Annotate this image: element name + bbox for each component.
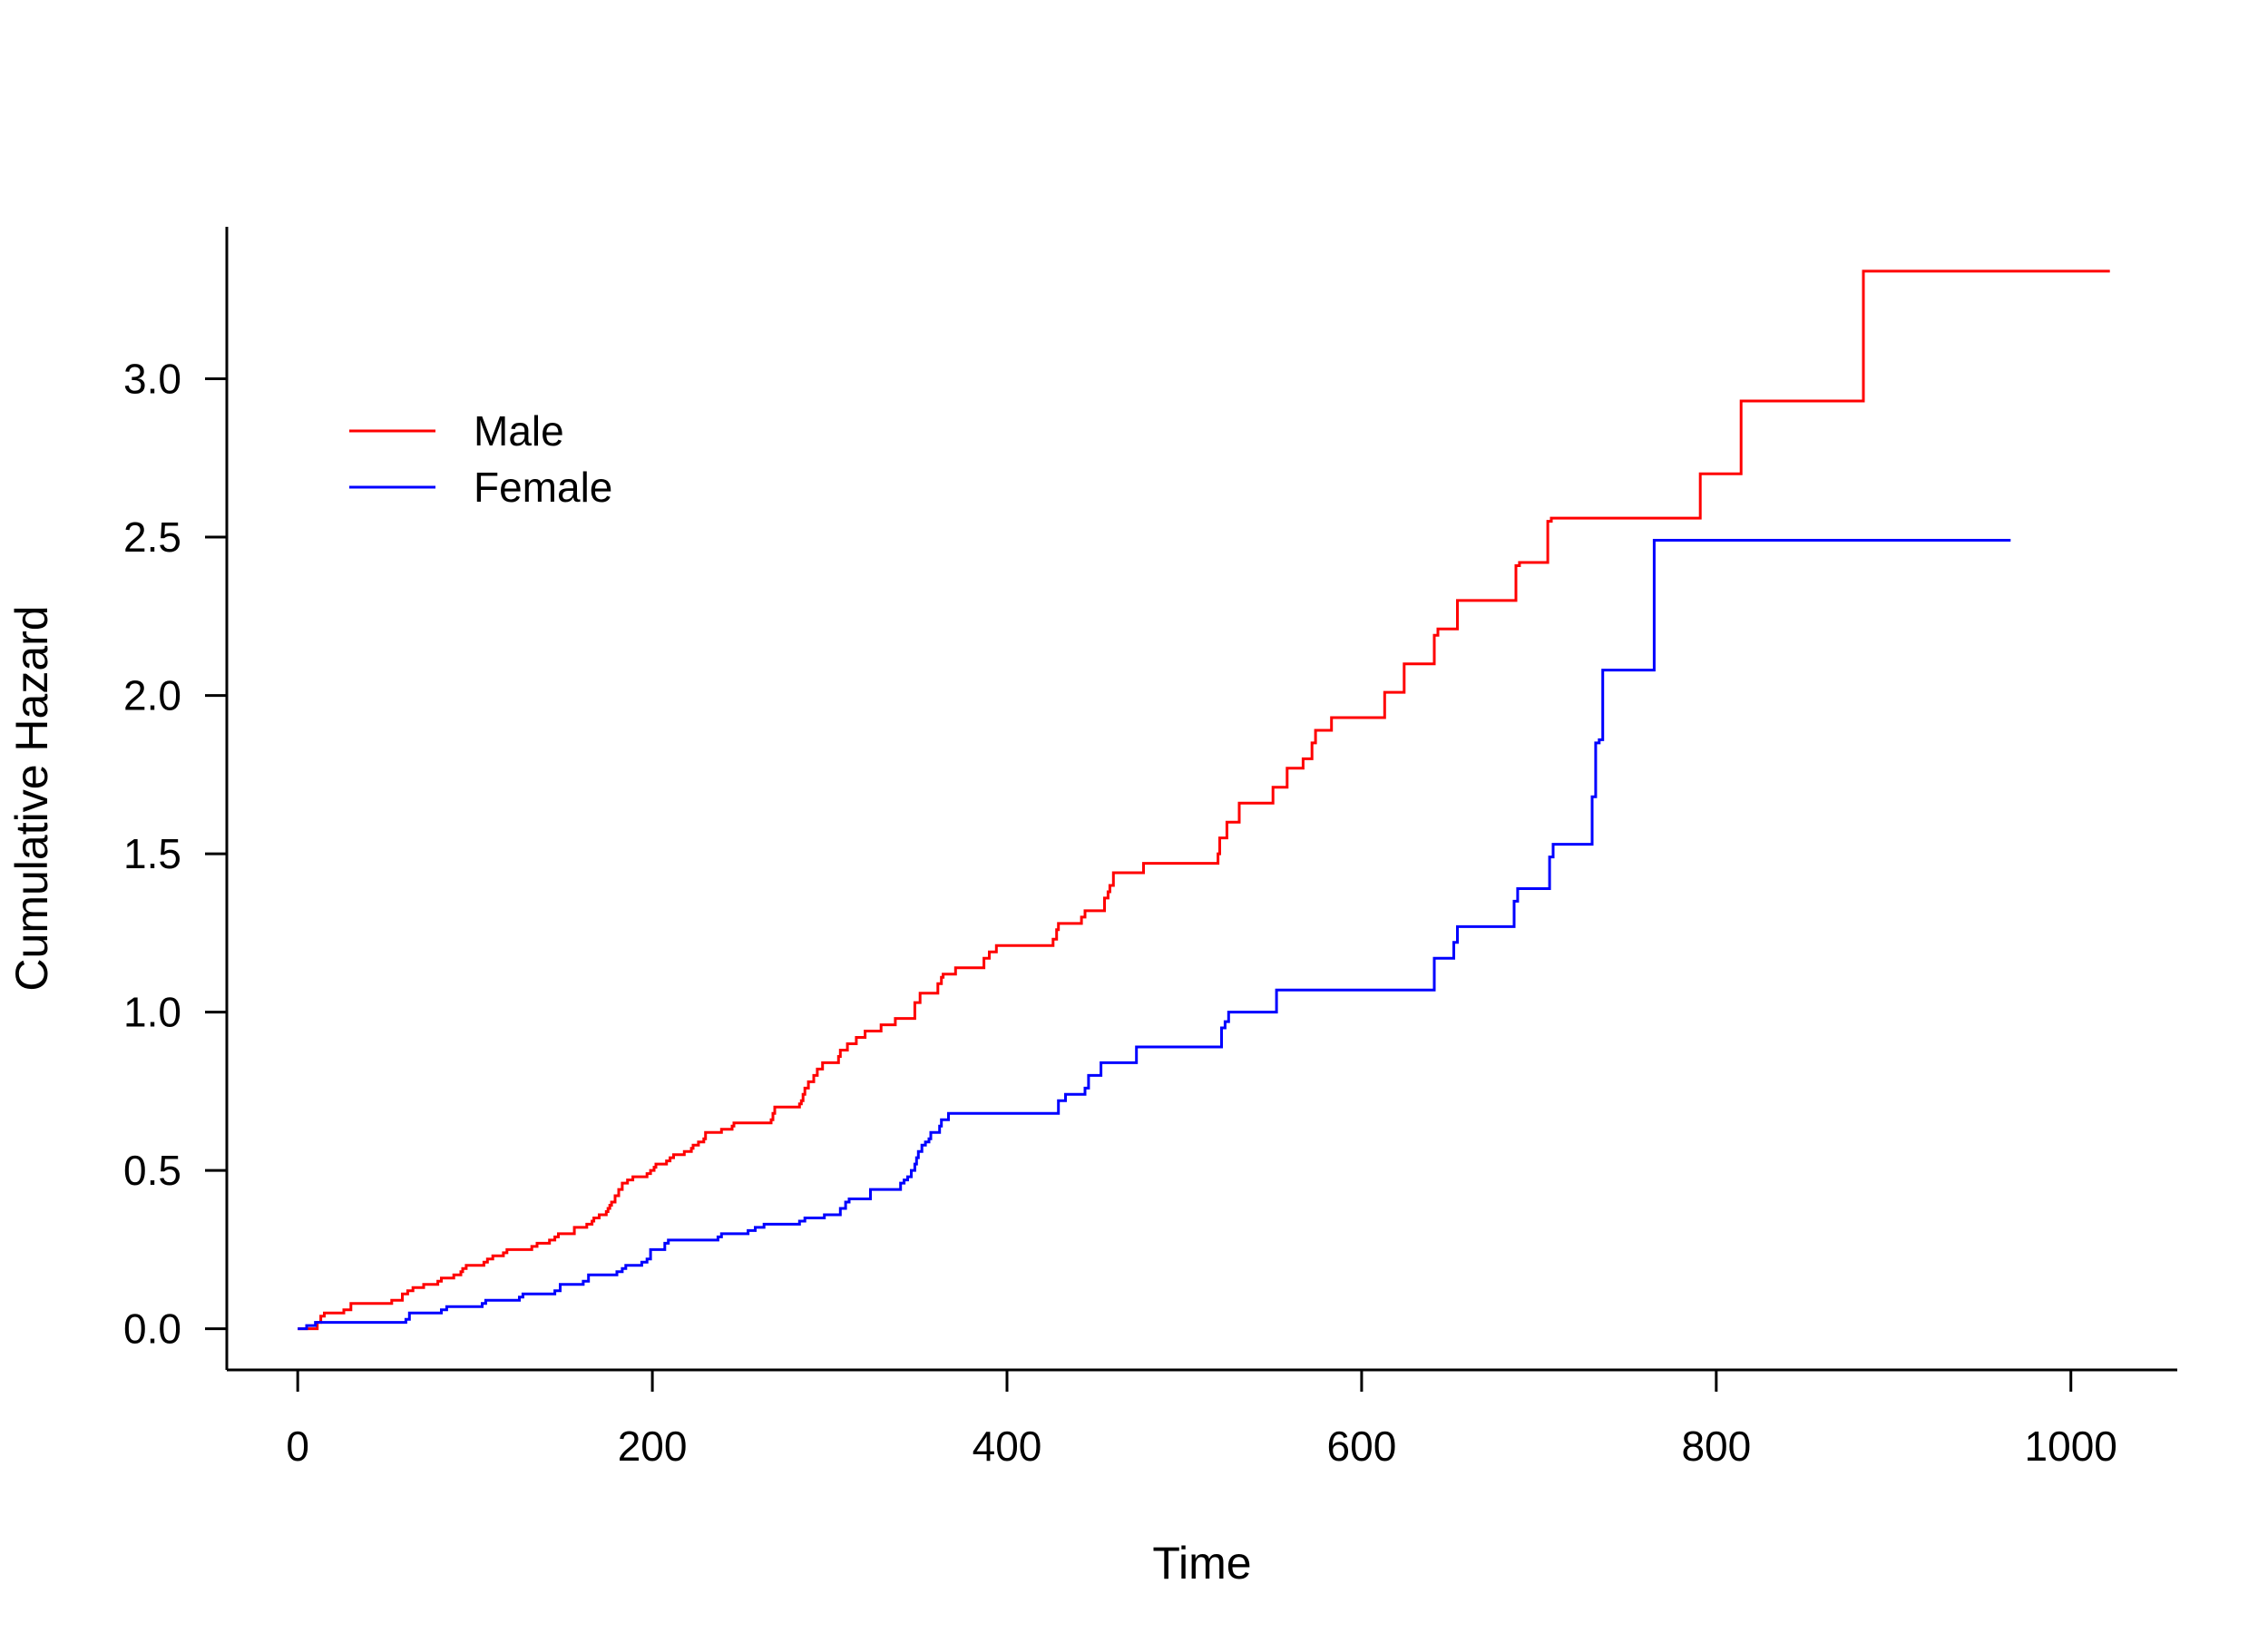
axes: 0 200 400 600 800 1000 0.0 0.5 1.0 1.5 2.0 2.5 3.0 bbox=[123, 227, 2177, 1470]
y-tick-label: 0.0 bbox=[123, 1305, 181, 1353]
x-axis-title: Time bbox=[1152, 1538, 1251, 1589]
x-tick-label: 400 bbox=[973, 1423, 1042, 1470]
x-tick-label: 1000 bbox=[2025, 1423, 2117, 1470]
y-tick-label: 3.0 bbox=[123, 356, 181, 403]
y-axis-title: Cumulative Hazard bbox=[6, 605, 57, 991]
y-tick-label: 2.0 bbox=[123, 672, 181, 719]
y-tick-label: 0.5 bbox=[123, 1147, 181, 1194]
series-line-female bbox=[298, 539, 2011, 1331]
y-tick-label: 2.5 bbox=[123, 513, 181, 561]
x-tick-label: 200 bbox=[618, 1423, 688, 1470]
series-layer bbox=[298, 269, 2110, 1331]
series-line-male bbox=[298, 269, 2110, 1331]
legend-label-male: Male bbox=[474, 407, 564, 455]
x-tick-label: 0 bbox=[286, 1423, 309, 1470]
x-tick-label: 800 bbox=[1681, 1423, 1751, 1470]
legend: Male Female bbox=[349, 407, 612, 511]
y-tick-label: 1.5 bbox=[123, 830, 181, 877]
x-tick-label: 600 bbox=[1327, 1423, 1397, 1470]
y-tick-label: 1.0 bbox=[123, 989, 181, 1036]
legend-label-female: Female bbox=[474, 464, 612, 511]
